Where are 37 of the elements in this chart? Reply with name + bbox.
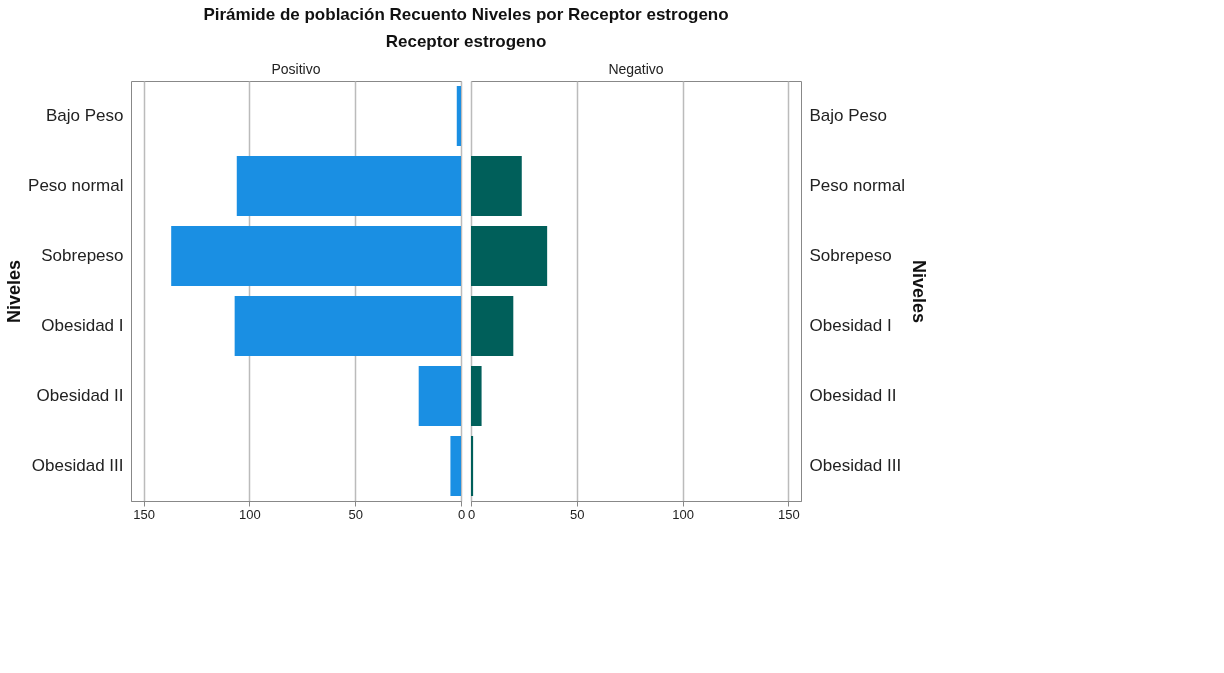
y-tick-label: Obesidad II — [36, 386, 124, 405]
y-axis-title: Niveles — [908, 259, 929, 324]
x-tick-label: 0 — [457, 506, 466, 522]
bar — [234, 296, 461, 356]
y-axis-title: Niveles — [4, 259, 25, 324]
y-tick-label: Obesidad II — [809, 386, 897, 405]
y-tick-label: Peso normal — [28, 176, 124, 195]
x-tick-label: 100 — [239, 506, 261, 522]
bar — [471, 296, 514, 356]
bar — [171, 226, 461, 286]
x-tick-label: 0 — [467, 506, 476, 522]
x-tick-label: 150 — [777, 506, 800, 522]
bar — [456, 86, 461, 146]
y-tick-label: Obesidad III — [31, 456, 124, 475]
y-tick-label: Peso normal — [809, 176, 905, 195]
y-tick-label: Sobrepeso — [41, 246, 124, 265]
bar — [471, 436, 474, 496]
y-tick-label: Obesidad I — [809, 316, 892, 335]
y-tick-label: Bajo Peso — [46, 106, 124, 125]
text: Negativo — [608, 61, 664, 77]
x-tick-label: 150 — [133, 506, 156, 522]
x-tick-label: 50 — [570, 506, 585, 522]
bar — [471, 156, 522, 216]
chart-subtitle: Receptor estrogeno — [385, 31, 547, 51]
y-tick-label: Sobrepeso — [809, 246, 892, 265]
y-tick-label: Obesidad III — [809, 456, 902, 475]
bar — [471, 226, 548, 286]
y-tick-label: Bajo Peso — [809, 106, 887, 125]
bar — [418, 366, 461, 426]
y-tick-label: Obesidad I — [41, 316, 124, 335]
chart-title: Pirámide de población Recuento Niveles por Receptor estrogeno — [203, 4, 729, 24]
x-tick-label: 100 — [672, 506, 694, 522]
bar — [450, 436, 461, 496]
x-tick-label: 50 — [348, 506, 363, 522]
bar — [471, 366, 482, 426]
text: Positivo — [271, 61, 321, 77]
bar — [236, 156, 461, 216]
